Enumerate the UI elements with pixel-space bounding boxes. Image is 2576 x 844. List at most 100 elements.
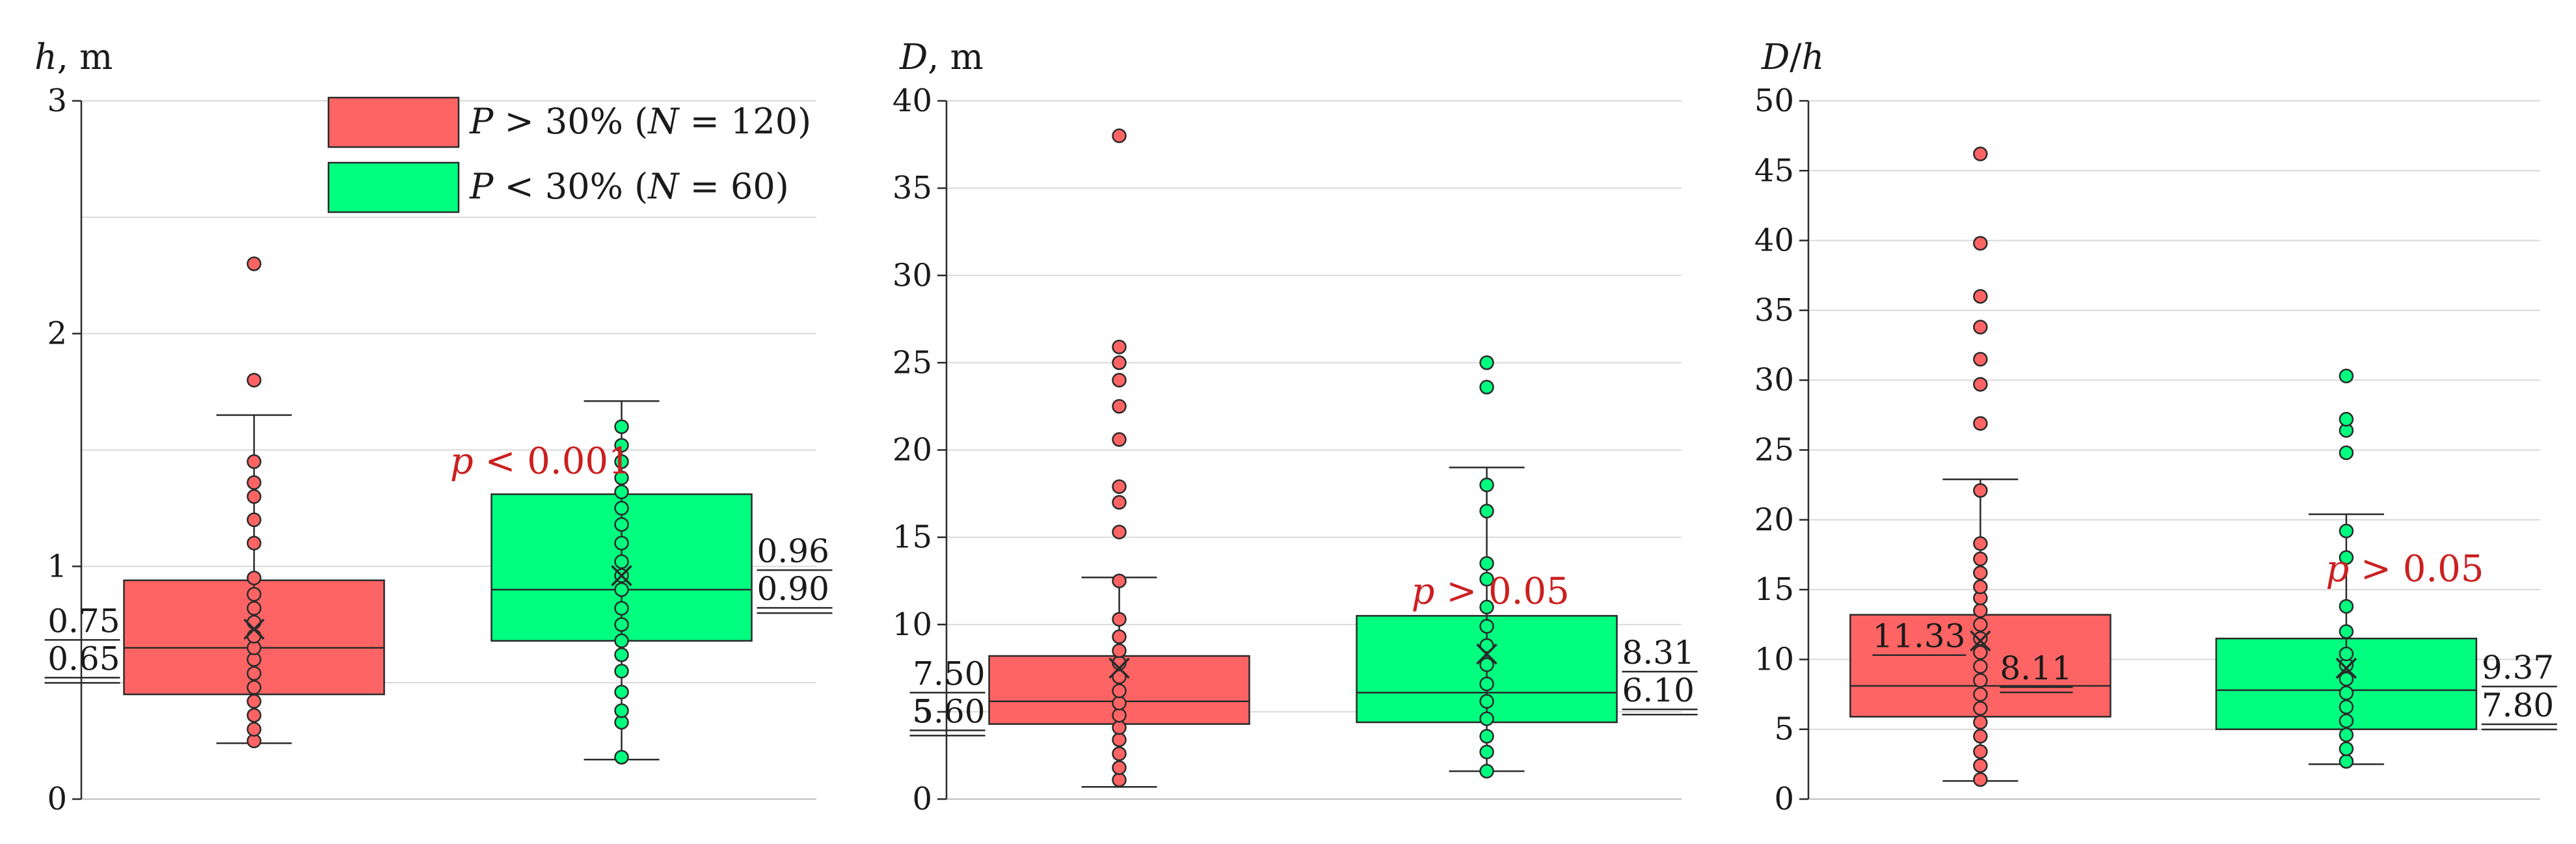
data-point	[614, 500, 629, 516]
data-point	[1973, 603, 1988, 618]
y-tick-label: 30	[1754, 362, 1794, 398]
y-axis-title-part: , m	[928, 36, 984, 77]
legend-label-2-part: N	[647, 166, 680, 207]
data-point	[1479, 599, 1494, 615]
data-point	[1112, 339, 1127, 355]
mean-label: 9.37	[2482, 649, 2554, 687]
y-tick-label: 25	[892, 344, 932, 381]
data-point	[247, 614, 262, 630]
data-point	[1973, 565, 1988, 580]
mean-label: 8.31	[1622, 634, 1695, 672]
data-point	[247, 587, 262, 602]
data-point	[1112, 696, 1127, 711]
legend-label-2: P < 30% (N = 60)	[469, 166, 789, 207]
p-value-label-part: p	[1412, 571, 1435, 613]
data-point	[1479, 694, 1494, 709]
data-point	[614, 750, 629, 765]
y-tick-label: 35	[892, 170, 932, 206]
data-point	[1973, 483, 1988, 498]
data-point	[1973, 673, 1988, 688]
data-point	[1973, 744, 1988, 759]
data-point	[1973, 631, 1988, 646]
data-point	[247, 694, 262, 709]
data-point	[247, 680, 262, 695]
data-point	[1973, 536, 1988, 551]
data-point	[1112, 495, 1127, 510]
data-point	[247, 489, 262, 504]
data-point	[2339, 713, 2354, 729]
legend-label-1-part: > 30% (	[493, 101, 648, 142]
p-value-label: p > 0.05	[1412, 571, 1570, 613]
data-point	[1112, 355, 1127, 370]
data-point	[1973, 351, 1988, 367]
data-point	[1112, 612, 1127, 627]
p-value-label: p < 0.001	[450, 440, 632, 482]
y-tick-label: 40	[892, 83, 932, 119]
legend-swatch-2	[327, 161, 460, 213]
mean-marker	[1108, 657, 1130, 679]
y-tick-label: 10	[1754, 641, 1794, 677]
data-point	[614, 438, 629, 453]
data-point	[2339, 412, 2354, 427]
data-point	[614, 517, 629, 532]
data-point	[1973, 146, 1988, 161]
data-point	[1973, 289, 1988, 304]
data-point	[1112, 432, 1127, 447]
y-axis-title-part: h	[34, 36, 57, 77]
data-point	[2339, 523, 2354, 539]
legend-label-2-part: = 60)	[678, 166, 788, 207]
data-point	[1479, 711, 1494, 726]
data-point	[614, 601, 629, 616]
box-group-1: 7.505.60	[909, 128, 1250, 788]
mean-label: 11.33	[1872, 618, 1965, 655]
box-group-2: 8.316.10	[1356, 355, 1698, 779]
y-axis-title-part: , m	[57, 36, 113, 77]
data-point	[1112, 524, 1127, 539]
y-axis-title-part: D	[1761, 36, 1790, 77]
data-point	[614, 554, 629, 569]
legend-label-1-part: N	[647, 101, 680, 142]
data-point	[1973, 617, 1988, 632]
legend-swatch-1	[327, 96, 460, 148]
p-value-label-part: p	[450, 440, 474, 482]
data-point	[1973, 645, 1988, 660]
data-point	[2339, 685, 2354, 701]
y-tick-label: 45	[1754, 152, 1794, 189]
data-point	[1112, 746, 1127, 761]
y-tick-label: 35	[1754, 292, 1794, 329]
y-tick-label: 50	[1754, 83, 1794, 119]
data-point	[1973, 772, 1988, 787]
median-label: 0.65	[47, 640, 120, 677]
y-tick-label: 30	[892, 257, 932, 293]
data-point	[1973, 579, 1988, 595]
mean-marker	[611, 565, 632, 586]
y-tick-label: 15	[1754, 571, 1794, 608]
data-point	[1479, 619, 1494, 634]
data-point	[2339, 368, 2354, 384]
data-point	[247, 666, 262, 681]
data-point	[247, 536, 262, 551]
data-point	[1973, 416, 1988, 431]
y-tick-label: 40	[1754, 223, 1794, 259]
box-group-1: 0.750.65	[44, 256, 385, 748]
y-tick-label: 25	[1754, 432, 1794, 469]
data-point	[1479, 744, 1494, 759]
p-value-label-part: < 0.001	[474, 440, 632, 482]
data-point	[1112, 573, 1127, 588]
data-point	[2339, 445, 2354, 461]
data-point	[614, 664, 629, 679]
data-point	[2339, 599, 2354, 614]
data-point	[1479, 556, 1494, 571]
y-tick-label: 0	[912, 781, 932, 817]
data-point	[614, 633, 629, 649]
data-point	[2339, 672, 2354, 687]
data-point	[2339, 624, 2354, 639]
mean-marker-stroke	[2335, 657, 2357, 679]
y-tick-label: 2	[47, 316, 67, 352]
median-label: 0.90	[757, 570, 829, 608]
data-point	[1973, 701, 1988, 716]
data-point	[247, 372, 262, 388]
data-point	[2339, 754, 2354, 769]
